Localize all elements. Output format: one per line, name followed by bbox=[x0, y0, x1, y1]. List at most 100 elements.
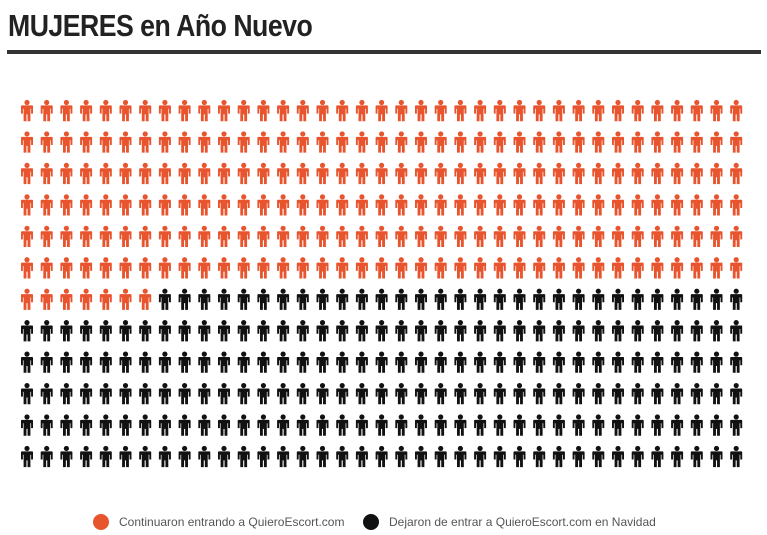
person-icon bbox=[710, 99, 723, 122]
person-icon bbox=[237, 351, 250, 373]
person-icon bbox=[277, 320, 290, 342]
person-icon bbox=[158, 414, 171, 436]
person-icon bbox=[493, 162, 506, 185]
person-icon bbox=[60, 382, 73, 405]
person-icon bbox=[434, 288, 447, 310]
person-icon bbox=[612, 288, 624, 310]
person-icon bbox=[336, 445, 349, 468]
person-icon bbox=[21, 445, 33, 468]
person-icon bbox=[454, 382, 467, 405]
person-icon bbox=[710, 257, 723, 279]
person-icon bbox=[651, 414, 664, 436]
person-icon bbox=[296, 194, 309, 216]
person-icon bbox=[415, 257, 427, 279]
person-icon bbox=[513, 382, 526, 405]
person-icon bbox=[60, 414, 73, 436]
person-icon bbox=[40, 445, 53, 468]
person-icon bbox=[493, 257, 506, 279]
person-icon bbox=[296, 320, 309, 342]
person-icon bbox=[454, 225, 467, 247]
person-icon bbox=[99, 288, 112, 310]
person-icon bbox=[710, 225, 723, 247]
person-icon bbox=[513, 414, 526, 436]
person-icon bbox=[415, 320, 427, 342]
person-icon bbox=[710, 288, 723, 310]
person-icon bbox=[80, 99, 93, 122]
person-icon bbox=[552, 382, 565, 405]
person-icon bbox=[257, 131, 270, 153]
person-icon bbox=[178, 194, 191, 216]
person-icon bbox=[178, 320, 191, 342]
person-icon bbox=[710, 131, 723, 153]
person-icon bbox=[690, 288, 703, 310]
person-icon bbox=[257, 194, 270, 216]
legend-label-stopped: Dejaron de entrar a QuieroEscort.com en … bbox=[389, 515, 656, 529]
person-icon bbox=[493, 351, 506, 373]
person-icon bbox=[671, 194, 684, 216]
person-icon bbox=[592, 194, 605, 216]
person-icon bbox=[80, 194, 93, 216]
person-icon bbox=[40, 225, 53, 247]
person-icon bbox=[552, 131, 565, 153]
person-icon bbox=[671, 382, 684, 405]
person-icon bbox=[119, 194, 132, 216]
person-icon bbox=[40, 99, 53, 122]
person-icon bbox=[40, 194, 53, 216]
person-icon bbox=[158, 225, 171, 247]
person-icon bbox=[60, 445, 73, 468]
person-icon bbox=[336, 257, 349, 279]
person-icon bbox=[493, 382, 506, 405]
person-icon bbox=[40, 288, 53, 310]
person-icon bbox=[434, 99, 447, 122]
person-icon bbox=[158, 288, 171, 310]
person-icon bbox=[237, 194, 250, 216]
person-icon bbox=[21, 288, 33, 310]
person-icon bbox=[218, 225, 230, 247]
person-icon bbox=[40, 320, 53, 342]
person-icon bbox=[296, 414, 309, 436]
person-icon bbox=[395, 320, 408, 342]
person-icon bbox=[454, 445, 467, 468]
person-icon bbox=[40, 414, 53, 436]
person-icon bbox=[296, 162, 309, 185]
person-icon bbox=[690, 131, 703, 153]
person-icon bbox=[552, 162, 565, 185]
legend-item-continued: Continuaron entrando a QuieroEscort.com bbox=[93, 511, 344, 533]
person-icon bbox=[454, 162, 467, 185]
person-icon bbox=[631, 288, 644, 310]
person-icon bbox=[218, 320, 230, 342]
person-icon bbox=[198, 288, 211, 310]
person-icon bbox=[237, 320, 250, 342]
person-icon bbox=[237, 162, 250, 185]
person-icon bbox=[651, 382, 664, 405]
person-icon bbox=[710, 445, 723, 468]
person-icon bbox=[218, 257, 230, 279]
person-icon bbox=[257, 382, 270, 405]
person-icon bbox=[316, 320, 329, 342]
person-icon bbox=[415, 351, 427, 373]
person-icon bbox=[513, 99, 526, 122]
person-icon bbox=[198, 162, 211, 185]
person-icon bbox=[316, 351, 329, 373]
person-icon bbox=[631, 162, 644, 185]
person-icon bbox=[631, 382, 644, 405]
person-icon bbox=[178, 131, 191, 153]
person-icon bbox=[99, 382, 112, 405]
person-icon bbox=[375, 194, 388, 216]
person-icon bbox=[395, 225, 408, 247]
person-icon bbox=[60, 162, 73, 185]
person-icon bbox=[415, 414, 427, 436]
person-icon bbox=[651, 288, 664, 310]
person-icon bbox=[80, 351, 93, 373]
person-icon bbox=[296, 351, 309, 373]
person-icon bbox=[415, 194, 427, 216]
person-icon bbox=[139, 257, 152, 279]
person-icon bbox=[533, 162, 546, 185]
person-icon bbox=[40, 131, 53, 153]
person-icon bbox=[60, 320, 73, 342]
person-icon bbox=[21, 131, 33, 153]
person-icon bbox=[277, 162, 290, 185]
person-icon bbox=[434, 351, 447, 373]
person-icon bbox=[651, 131, 664, 153]
person-icon bbox=[277, 288, 290, 310]
